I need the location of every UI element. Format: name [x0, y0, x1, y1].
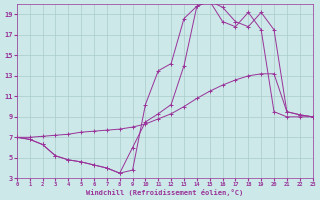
X-axis label: Windchill (Refroidissement éolien,°C): Windchill (Refroidissement éolien,°C) [86, 189, 243, 196]
